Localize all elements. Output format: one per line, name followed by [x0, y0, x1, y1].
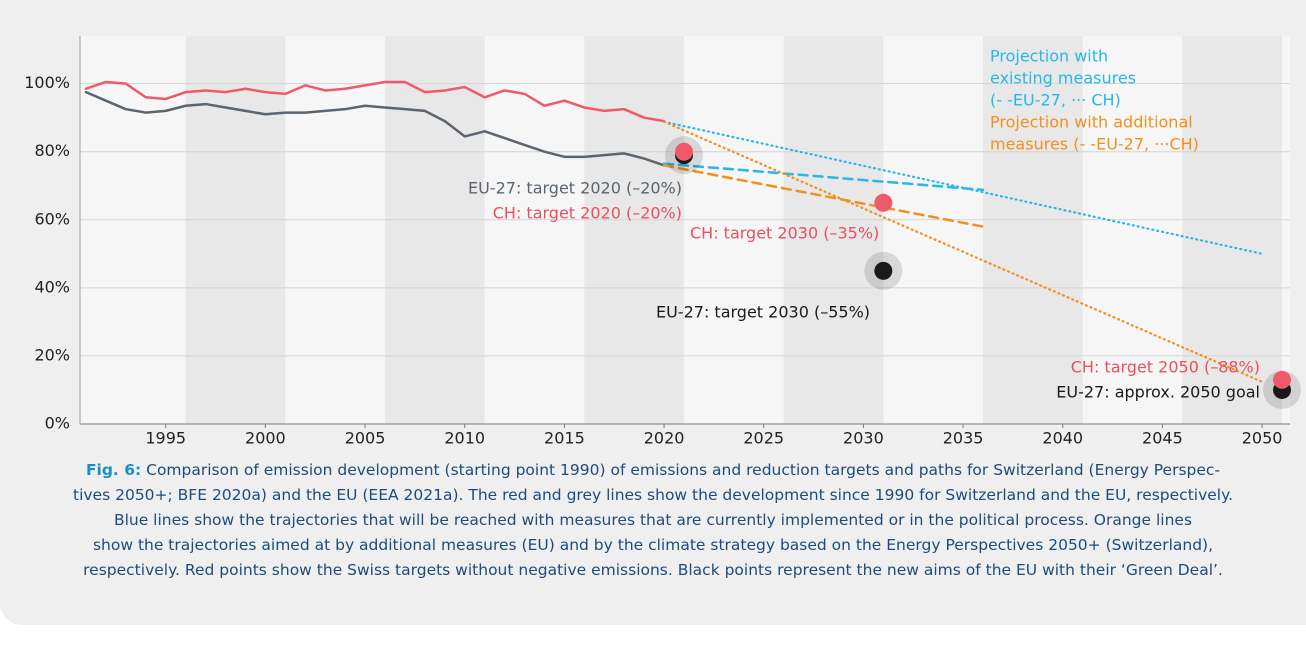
annotation: EU-27: approx. 2050 goal — [1056, 383, 1260, 402]
x-tick-label: 2005 — [345, 429, 386, 448]
band — [185, 36, 286, 424]
y-tick-label: 100% — [24, 73, 70, 92]
y-tick-label: 60% — [34, 209, 70, 228]
x-tick-label: 2050 — [1242, 429, 1283, 448]
annotation: CH: target 2050 (–88%) — [1071, 358, 1260, 377]
x-tick-label: 2040 — [1042, 429, 1083, 448]
projection-line — [662, 164, 985, 228]
target-point — [675, 142, 694, 161]
caption-line: Blue lines show the trajectories that wi… — [113, 511, 1193, 529]
legend-text: existing measures — [990, 69, 1136, 88]
band — [384, 36, 485, 424]
caption: Fig. 6: Comparison of emission developme… — [0, 458, 1306, 583]
band — [1182, 36, 1283, 424]
y-tick-label: 40% — [34, 277, 70, 296]
x-tick-label: 2015 — [544, 429, 585, 448]
x-tick-label: 2000 — [245, 429, 286, 448]
legend-text: measures (- -EU-27, ···CH) — [990, 135, 1199, 154]
x-tick-label: 2045 — [1142, 429, 1183, 448]
chart: 0% 20% 40% 60% 80% 100% 1995 2000 2005 2010 2015 20… — [24, 36, 1302, 448]
y-tick-label: 80% — [34, 141, 70, 160]
x-tick-label: 2035 — [943, 429, 984, 448]
projection-line — [662, 162, 985, 192]
x-tick-label: 1995 — [145, 429, 186, 448]
band — [783, 36, 884, 424]
legend-text: (- -EU-27, ··· CH) — [990, 91, 1121, 110]
history-line — [84, 80, 666, 123]
annotation: CH: target 2030 (–35%) — [690, 224, 879, 243]
x-tick-label: 2025 — [743, 429, 784, 448]
band — [983, 36, 1083, 424]
y-tick-label: 0% — [45, 414, 70, 433]
target-point — [874, 261, 893, 280]
annotation: CH: target 2020 (–20%) — [493, 204, 682, 223]
x-tick-label: 2010 — [444, 429, 485, 448]
caption-line: Comparison of emission development (star… — [141, 461, 1221, 479]
projection-line — [662, 120, 1264, 383]
x-tick-label: 2030 — [843, 429, 884, 448]
caption-line: respectively. Red points show the Swiss … — [83, 561, 1223, 579]
legend-text: Projection with additional — [990, 113, 1193, 132]
page: 0% 20% 40% 60% 80% 100% 1995 2000 2005 2010 2015 20… — [0, 0, 1306, 625]
annotation: EU-27: target 2030 (–55%) — [656, 303, 870, 322]
x-tick-label: 2020 — [644, 429, 685, 448]
target-point — [1273, 370, 1292, 389]
band — [584, 36, 685, 424]
legend-text: Projection with — [990, 47, 1108, 66]
target-point — [874, 193, 893, 212]
annotation: EU-27: target 2020 (–20%) — [468, 179, 682, 198]
history-line — [84, 90, 666, 167]
caption-line: show the trajectories aimed at by additi… — [92, 536, 1214, 554]
caption-label: Fig. 6: — [85, 461, 142, 479]
caption-line: tives 2050+; BFE 2020a) and the EU (EEA … — [73, 486, 1233, 504]
y-tick-label: 20% — [34, 345, 70, 364]
